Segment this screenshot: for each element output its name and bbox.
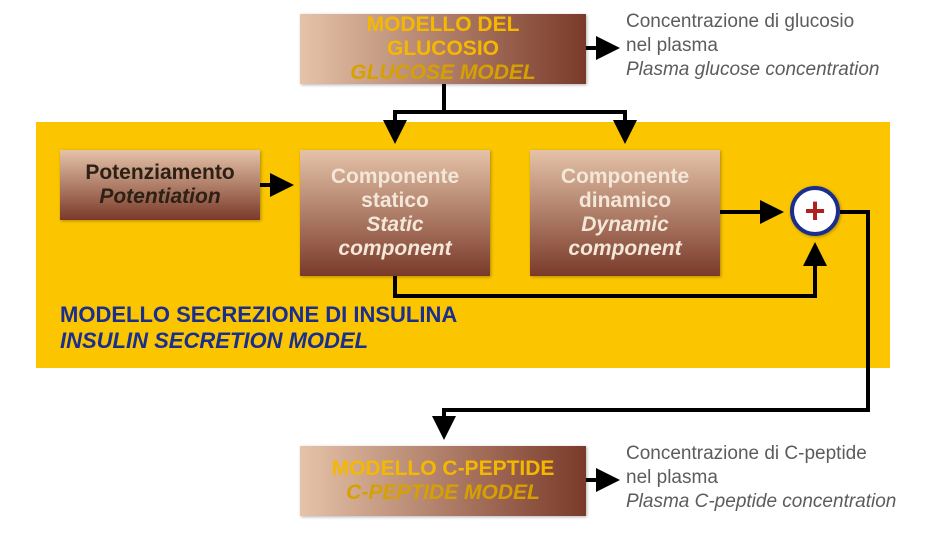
node-static-label-it: Componente statico (312, 165, 478, 213)
node-dynamic-component: Componente dinamico Dynamic component (530, 150, 720, 276)
node-static-label-en: Static component (312, 213, 478, 261)
annotation-glucose-line3: Plasma glucose concentration (626, 58, 879, 82)
annotation-cpeptide-line1: Concentrazione di C-peptide (626, 442, 896, 466)
node-static-component: Componente statico Static component (300, 150, 490, 276)
node-dynamic-label-en: Dynamic component (542, 213, 708, 261)
panel-title-it: MODELLO SECREZIONE DI INSULINA (60, 302, 457, 328)
node-glucose-model: MODELLO DEL GLUCOSIO GLUCOSE MODEL (300, 14, 586, 84)
node-potentiation-label-en: Potentiation (99, 185, 220, 209)
node-potentiation: Potenziamento Potentiation (60, 150, 260, 220)
annotation-glucose-line2: nel plasma (626, 34, 879, 58)
node-cpeptide-model: MODELLO C-PEPTIDE C-PEPTIDE MODEL (300, 446, 586, 516)
node-cpeptide-label-it: MODELLO C-PEPTIDE (332, 457, 555, 481)
node-glucose-label-en: GLUCOSE MODEL (350, 61, 536, 85)
panel-title: MODELLO SECREZIONE DI INSULINA INSULIN S… (60, 302, 457, 354)
annotation-glucose-output: Concentrazione di glucosio nel plasma Pl… (626, 10, 879, 81)
sum-node: + (790, 186, 840, 236)
annotation-glucose-line1: Concentrazione di glucosio (626, 10, 879, 34)
annotation-cpeptide-output: Concentrazione di C-peptide nel plasma P… (626, 442, 896, 513)
annotation-cpeptide-line2: nel plasma (626, 466, 896, 490)
node-dynamic-label-it: Componente dinamico (542, 165, 708, 213)
node-potentiation-label-it: Potenziamento (85, 161, 234, 185)
node-cpeptide-label-en: C-PEPTIDE MODEL (346, 481, 540, 505)
plus-icon: + (804, 193, 825, 229)
annotation-cpeptide-line3: Plasma C-peptide concentration (626, 490, 896, 514)
panel-title-en: INSULIN SECRETION MODEL (60, 328, 457, 354)
node-glucose-label-it: MODELLO DEL GLUCOSIO (312, 13, 574, 61)
